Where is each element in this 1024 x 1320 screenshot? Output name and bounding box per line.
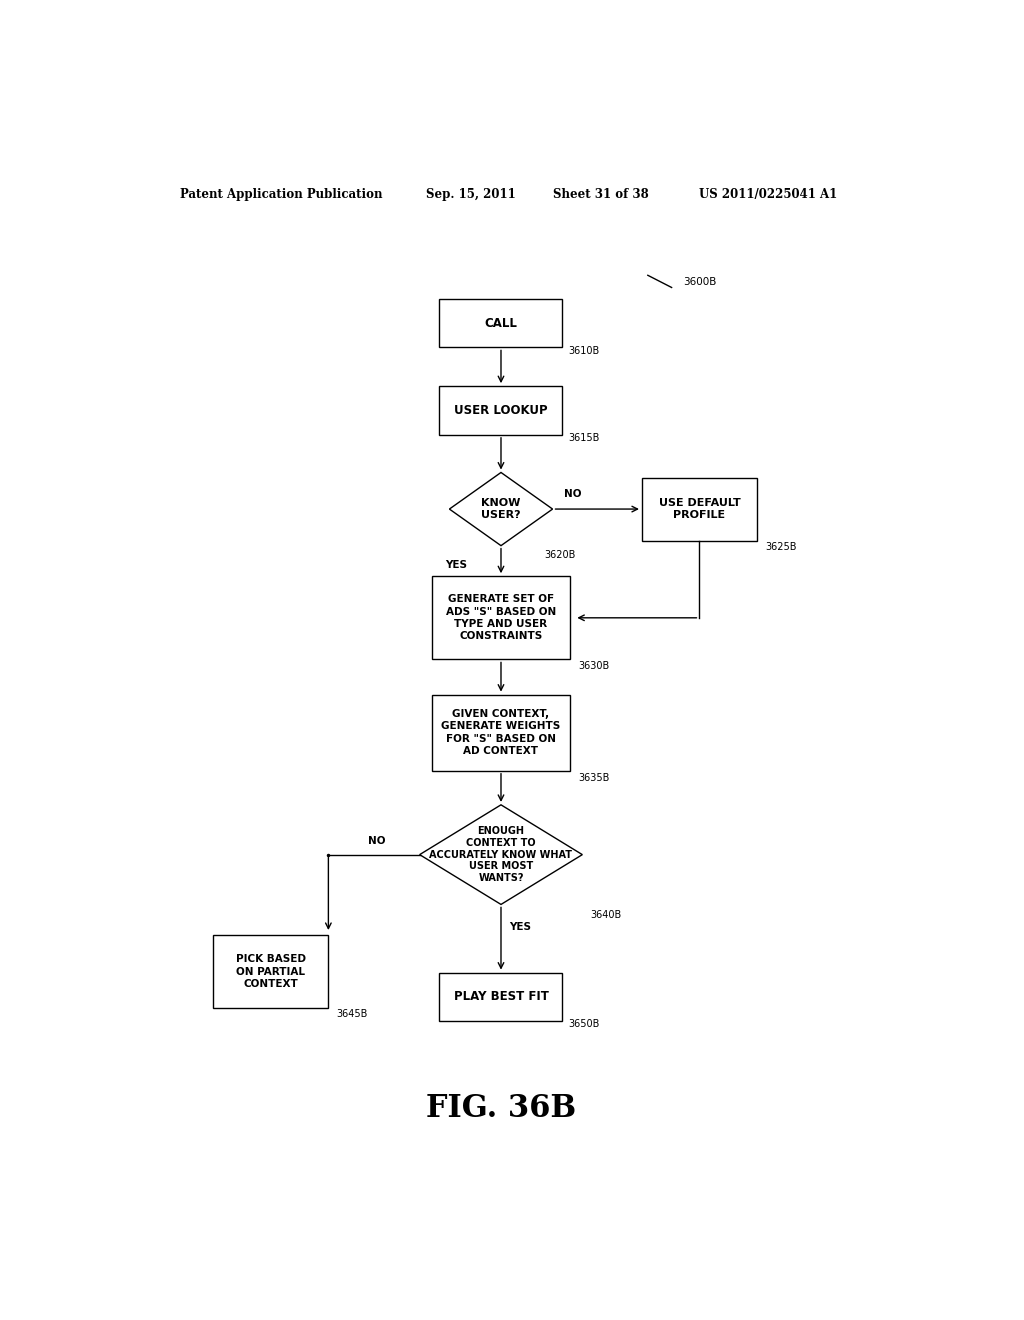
Text: PLAY BEST FIT: PLAY BEST FIT xyxy=(454,990,549,1003)
Text: Sheet 31 of 38: Sheet 31 of 38 xyxy=(553,189,648,202)
Text: Sep. 15, 2011: Sep. 15, 2011 xyxy=(426,189,515,202)
Text: 3615B: 3615B xyxy=(568,433,600,444)
Bar xyxy=(439,298,562,347)
Text: 3600B: 3600B xyxy=(684,277,717,288)
Bar xyxy=(213,935,329,1008)
Text: US 2011/0225041 A1: US 2011/0225041 A1 xyxy=(699,189,838,202)
Text: 3610B: 3610B xyxy=(568,346,600,355)
Text: PICK BASED
ON PARTIAL
CONTEXT: PICK BASED ON PARTIAL CONTEXT xyxy=(236,954,306,989)
Text: KNOW
USER?: KNOW USER? xyxy=(481,498,521,520)
Text: Patent Application Publication: Patent Application Publication xyxy=(179,189,382,202)
Text: 3620B: 3620B xyxy=(545,550,577,560)
Text: 3625B: 3625B xyxy=(765,541,797,552)
Text: FIG. 36B: FIG. 36B xyxy=(426,1093,577,1125)
Text: 3650B: 3650B xyxy=(568,1019,600,1030)
Text: USE DEFAULT
PROFILE: USE DEFAULT PROFILE xyxy=(658,498,740,520)
Bar xyxy=(439,973,562,1022)
Text: 3645B: 3645B xyxy=(336,1010,368,1019)
Text: CALL: CALL xyxy=(484,317,517,330)
Polygon shape xyxy=(450,473,553,545)
Text: YES: YES xyxy=(445,560,467,570)
Text: GIVEN CONTEXT,
GENERATE WEIGHTS
FOR "S" BASED ON
AD CONTEXT: GIVEN CONTEXT, GENERATE WEIGHTS FOR "S" … xyxy=(441,709,560,756)
Bar xyxy=(642,478,757,541)
Text: USER LOOKUP: USER LOOKUP xyxy=(455,404,548,417)
Text: 3640B: 3640B xyxy=(590,909,622,920)
Text: 3635B: 3635B xyxy=(579,774,610,784)
Text: ENOUGH
CONTEXT TO
ACCURATELY KNOW WHAT
USER MOST
WANTS?: ENOUGH CONTEXT TO ACCURATELY KNOW WHAT U… xyxy=(429,826,572,883)
Bar xyxy=(439,385,562,434)
Bar xyxy=(431,576,570,660)
Text: 3630B: 3630B xyxy=(579,660,610,671)
Text: GENERATE SET OF
ADS "S" BASED ON
TYPE AND USER
CONSTRAINTS: GENERATE SET OF ADS "S" BASED ON TYPE AN… xyxy=(445,594,556,642)
Text: NO: NO xyxy=(368,837,386,846)
Bar xyxy=(431,694,570,771)
Polygon shape xyxy=(420,805,583,904)
Text: NO: NO xyxy=(564,488,582,499)
Text: YES: YES xyxy=(509,921,530,932)
